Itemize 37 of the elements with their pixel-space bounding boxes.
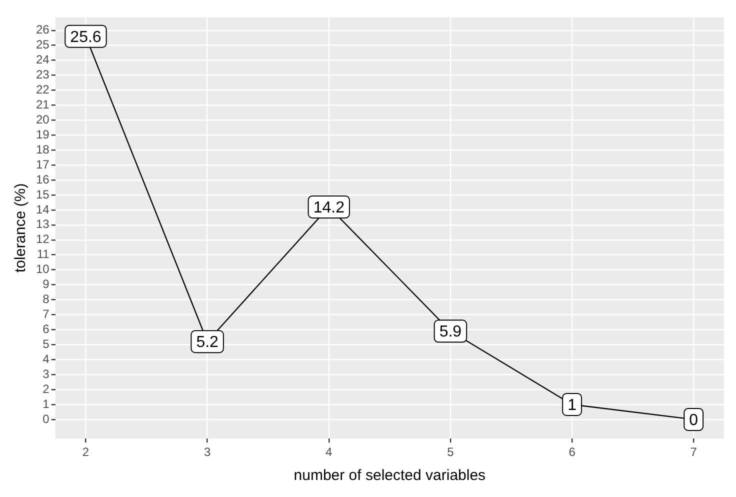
y-tick-label: 25 <box>36 38 50 52</box>
y-tick-label: 26 <box>36 22 50 37</box>
y-tick-label: 14 <box>36 202 50 216</box>
y-tick-label: 0 <box>42 412 50 426</box>
y-tick-label: 20 <box>36 112 50 126</box>
x-tick-label: 5 <box>447 445 454 460</box>
y-tick-label: 1 <box>42 396 50 411</box>
y-tick-label: 6 <box>42 322 50 336</box>
x-tick-label: 6 <box>568 445 576 460</box>
x-tick-label: 7 <box>690 445 698 460</box>
data-label: 0 <box>689 412 698 429</box>
data-label: 1 <box>568 396 577 414</box>
y-tick-label: 8 <box>42 292 50 306</box>
y-tick-label: 22 <box>36 82 50 97</box>
y-tick-label: 2 <box>42 382 50 396</box>
y-tick-label: 21 <box>36 98 50 112</box>
x-tick-label: 4 <box>326 445 333 460</box>
y-axis-title: tolerance (%) <box>12 183 30 272</box>
y-tick-label: 3 <box>42 366 50 381</box>
x-tick-label: 2 <box>82 445 90 460</box>
y-tick-label: 4 <box>42 352 50 366</box>
y-tick-label: 12 <box>36 232 50 246</box>
y-tick-label: 15 <box>36 187 50 202</box>
y-tick-label: 5 <box>42 336 50 351</box>
y-tick-label: 17 <box>36 157 50 172</box>
x-axis-title: number of selected variables <box>294 467 486 484</box>
y-tick-label: 10 <box>36 262 50 276</box>
y-tick-label: 23 <box>36 68 50 82</box>
y-tick-label: 16 <box>36 172 50 186</box>
y-tick-label: 9 <box>42 277 50 292</box>
x-tick-label: 3 <box>204 445 211 460</box>
y-tick-label: 13 <box>36 217 50 232</box>
y-tick-label: 11 <box>36 247 50 262</box>
y-tick-label: 7 <box>42 307 50 322</box>
y-tick-label: 19 <box>36 127 50 142</box>
y-tick-label: 18 <box>36 142 50 156</box>
y-tick-label: 24 <box>36 52 50 67</box>
